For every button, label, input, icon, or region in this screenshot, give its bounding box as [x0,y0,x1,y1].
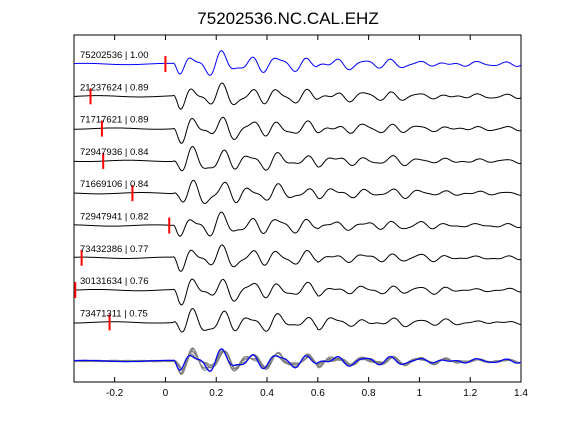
x-tick-label-8: 1.4 [514,388,528,399]
trace-line-73432386 [73,244,522,272]
x-tick-label-6: 1 [417,388,423,399]
trace-label-73471311: 73471311 | 0.75 [80,308,148,319]
trace-line-71669106 [73,179,522,204]
trace-line-73471311 [73,308,522,333]
trace-label-30131634: 30131634 | 0.76 [80,276,149,287]
x-tick-label-2: 0.2 [209,388,223,399]
trace-labels: 75202536 | 1.00 21237624 | 0.89 71717621 |… [80,50,149,319]
x-tick-label-4: 0.6 [311,388,325,399]
traces-layer [73,50,522,333]
trace-line-71717621 [73,116,522,144]
chart-title: 75202536.NC.CAL.EHZ [197,9,378,28]
trace-label-71669106: 71669106 | 0.84 [80,179,149,190]
trace-label-73432386: 73432386 | 0.77 [80,244,149,255]
x-tick-label-1: 0 [163,388,169,399]
x-axis: -0.2 0 0.2 0.4 0.6 0.8 1 1.2 1.4 [106,35,528,399]
x-tick-label-5: 0.8 [362,388,376,399]
x-tick-label-3: 0.4 [260,388,274,399]
trace-label-21237624: 21237624 | 0.89 [80,82,149,93]
stack-overlay [73,347,522,376]
x-tick-label-7: 1.2 [463,388,477,399]
x-tick-label-0: -0.2 [106,388,124,399]
trace-line-72947941 [73,211,522,237]
trace-line-72947936 [73,145,522,172]
plot-frame [73,34,522,383]
stack-trace-75202536 [73,348,522,372]
trace-label-72947936: 72947936 | 0.84 [80,147,149,158]
trace-label-75202536: 75202536 | 1.00 [80,50,149,61]
trace-label-72947941: 72947941 | 0.82 [80,212,149,223]
trace-line-75202536 [73,50,522,76]
trace-label-71717621: 71717621 | 0.89 [80,115,149,126]
trace-line-30131634 [73,278,522,306]
trace-line-21237624 [73,82,522,110]
